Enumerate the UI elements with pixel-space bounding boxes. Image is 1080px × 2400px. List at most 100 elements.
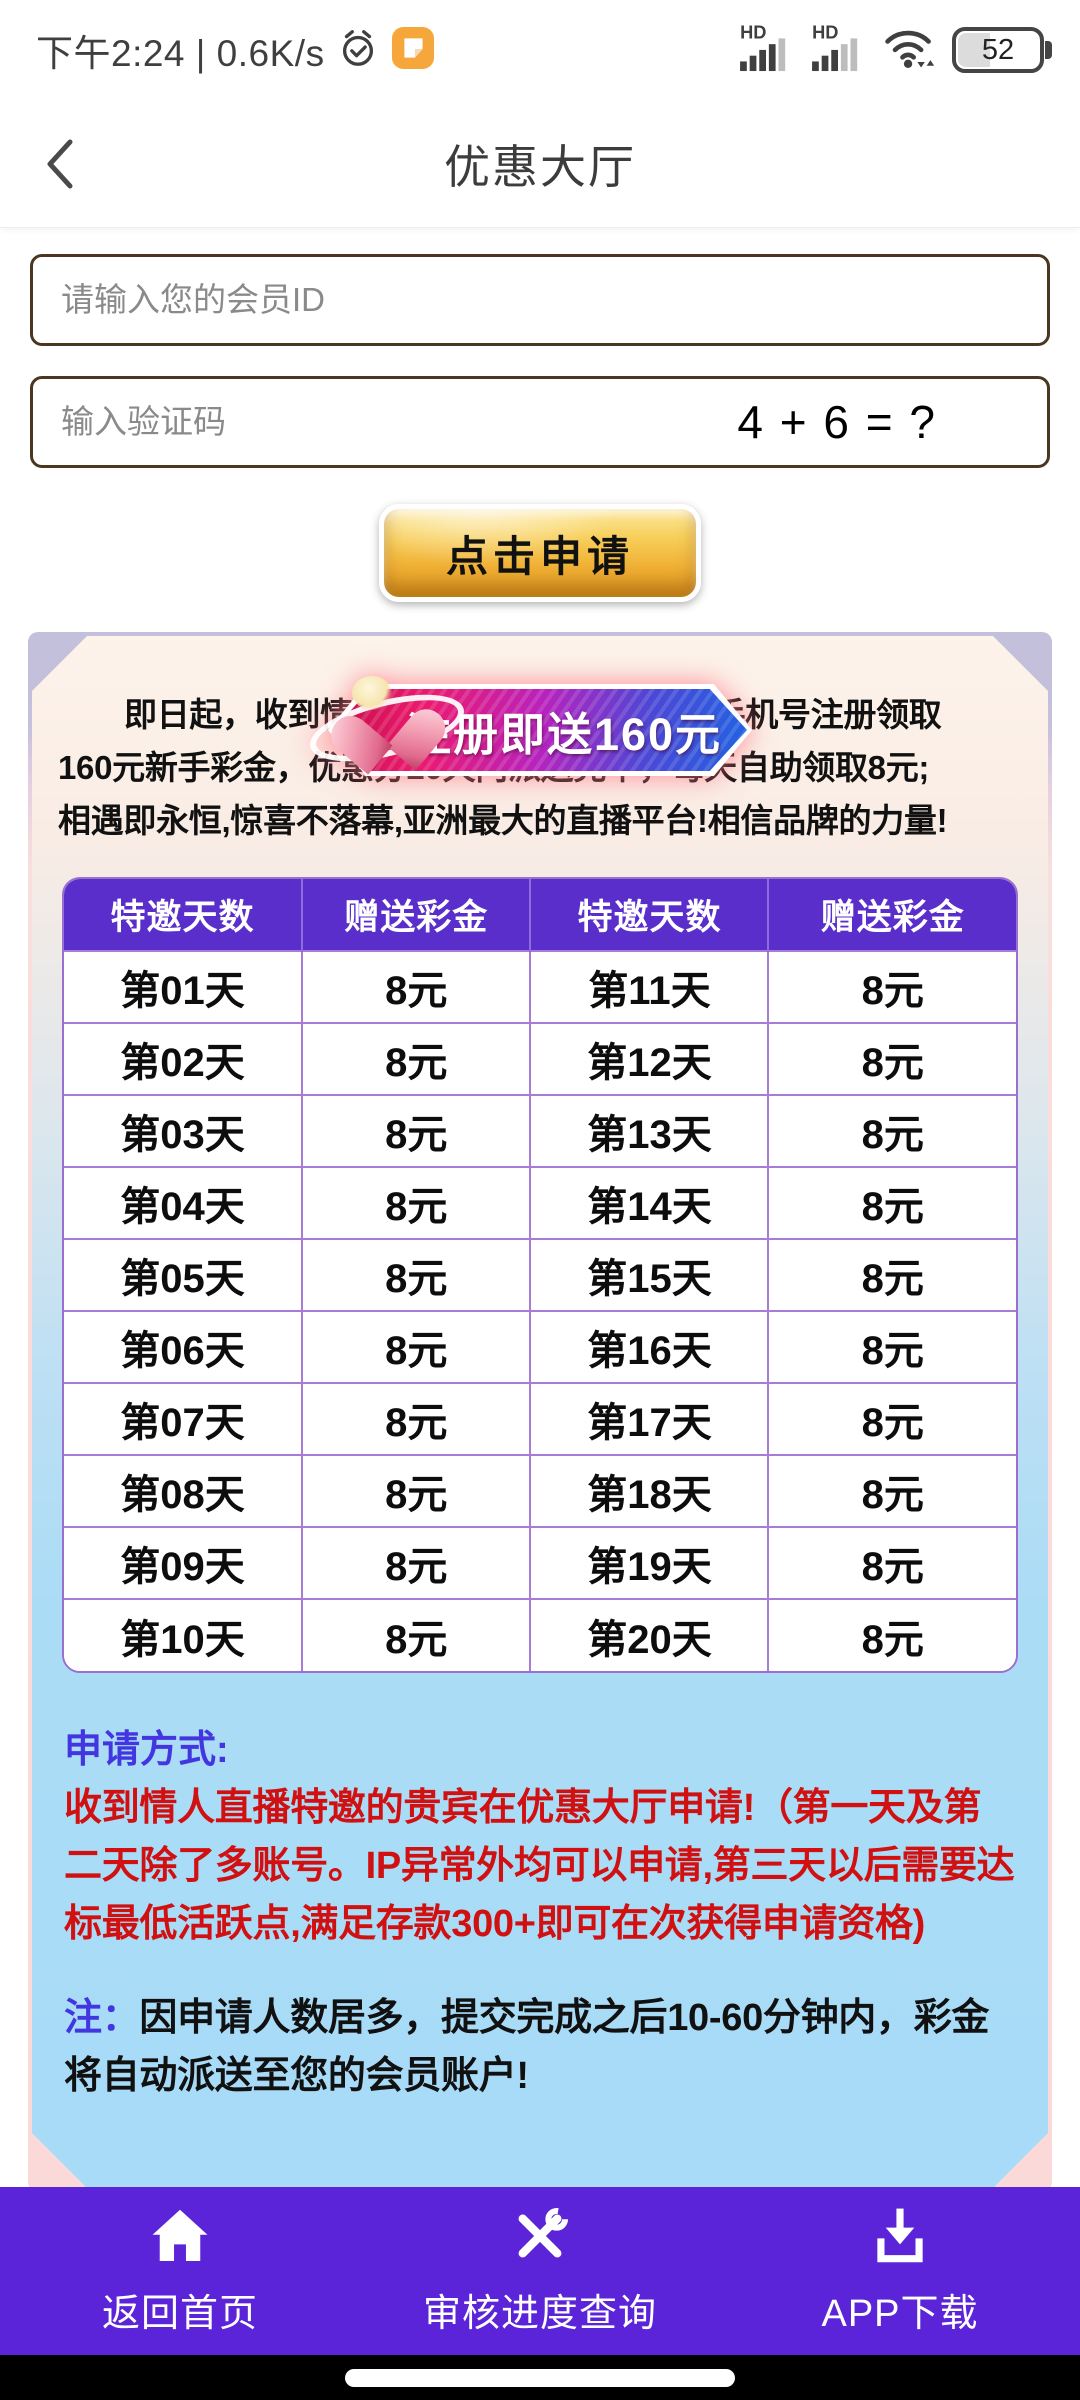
nav-item-home[interactable]: 返回首页 bbox=[0, 2187, 360, 2355]
member-id-input[interactable] bbox=[61, 281, 1019, 319]
bottom-nav: 返回首页 审核进度查询 APP下载 bbox=[0, 2187, 1080, 2355]
table-cell: 8元 bbox=[302, 1527, 530, 1599]
note-label: 注： bbox=[64, 1997, 140, 2039]
home-indicator[interactable] bbox=[345, 2369, 735, 2387]
table-row: 第02天 8元 第12天 8元 bbox=[64, 1023, 1016, 1095]
table-cell: 8元 bbox=[768, 1167, 1016, 1239]
table-cell: 第06天 bbox=[64, 1311, 302, 1383]
tools-icon bbox=[509, 2205, 571, 2272]
table-row: 第04天 8元 第14天 8元 bbox=[64, 1167, 1016, 1239]
apply-method-label: 申请方式: bbox=[64, 1729, 229, 1771]
nav-label: 审核进度查询 bbox=[422, 2293, 657, 2335]
table-row: 第05天 8元 第15天 8元 bbox=[64, 1239, 1016, 1311]
column-header: 特邀天数 bbox=[530, 879, 768, 951]
table-cell: 第15天 bbox=[530, 1239, 768, 1311]
svg-text:HD: HD bbox=[812, 24, 838, 42]
table-cell: 第04天 bbox=[64, 1167, 302, 1239]
nav-label: APP下载 bbox=[821, 2293, 979, 2335]
apply-form: 4 + 6 = ? 点击申请 bbox=[0, 228, 1080, 602]
message-note-icon bbox=[391, 26, 435, 75]
table-cell: 第14天 bbox=[530, 1167, 768, 1239]
back-button[interactable] bbox=[44, 136, 78, 192]
gesture-bar-area bbox=[0, 2355, 1080, 2400]
member-id-field-box bbox=[30, 254, 1050, 346]
wifi-icon bbox=[882, 24, 936, 77]
table-row: 第10天 8元 第20天 8元 bbox=[64, 1599, 1016, 1671]
table-cell: 8元 bbox=[302, 1311, 530, 1383]
table-cell: 8元 bbox=[768, 1455, 1016, 1527]
apply-method-section: 申请方式: 收到情人直播特邀的贵宾在优惠大厅申请!（第一天及第二天除了多账号。I… bbox=[64, 1721, 1016, 1953]
heart-highlight bbox=[352, 676, 392, 710]
chevron-left-icon bbox=[47, 139, 73, 188]
heart-ring-icon bbox=[303, 654, 472, 804]
nav-item-app-download[interactable]: APP下载 bbox=[720, 2187, 1080, 2355]
table-cell: 8元 bbox=[768, 1599, 1016, 1671]
banner-title: 注册即送160元 bbox=[405, 708, 723, 760]
note-text: 因申请人数居多，提交完成之后10-60分钟内，彩金将自动派送至您的会员账户! bbox=[64, 1997, 990, 2097]
captcha-question: 4 + 6 = ? bbox=[737, 396, 937, 448]
apply-button[interactable]: 点击申请 bbox=[379, 504, 701, 602]
table-cell: 8元 bbox=[302, 1239, 530, 1311]
download-icon bbox=[869, 2205, 931, 2272]
note-section: 注：因申请人数居多，提交完成之后10-60分钟内，彩金将自动派送至您的会员账户! bbox=[64, 1989, 1016, 2105]
table-cell: 第19天 bbox=[530, 1527, 768, 1599]
table-cell: 8元 bbox=[302, 1599, 530, 1671]
intro-line: 相遇即永恒,惊喜不落幕,亚洲最大的直播平台!相信品牌的力量! bbox=[58, 802, 948, 839]
nav-label: 返回首页 bbox=[101, 2293, 258, 2335]
battery-icon: 52 bbox=[952, 27, 1044, 73]
table-cell: 8元 bbox=[768, 1239, 1016, 1311]
table-cell: 8元 bbox=[302, 1455, 530, 1527]
svg-text:HD: HD bbox=[740, 24, 766, 42]
table-cell: 第17天 bbox=[530, 1383, 768, 1455]
bonus-table-body: 第01天 8元 第11天 8元 第02天 8元 第12天 8元 第03天 8元 第13天 8元 第04天… bbox=[64, 951, 1016, 1671]
status-time: 下午2:24 | 0.6K/s bbox=[36, 33, 325, 74]
table-cell: 8元 bbox=[768, 951, 1016, 1023]
table-cell: 第05天 bbox=[64, 1239, 302, 1311]
battery-percentage: 52 bbox=[981, 33, 1015, 66]
page-header: 优惠大厅 bbox=[0, 100, 1080, 228]
table-cell: 第07天 bbox=[64, 1383, 302, 1455]
promo-banner: 注册即送160元 bbox=[303, 676, 752, 776]
table-cell: 第20天 bbox=[530, 1599, 768, 1671]
table-row: 第08天 8元 第18天 8元 bbox=[64, 1455, 1016, 1527]
table-cell: 第03天 bbox=[64, 1095, 302, 1167]
signal-icon: HD bbox=[738, 21, 794, 77]
table-cell: 8元 bbox=[302, 1167, 530, 1239]
status-bar: 下午2:24 | 0.6K/s HD bbox=[0, 0, 1080, 100]
table-cell: 8元 bbox=[768, 1527, 1016, 1599]
column-header: 赠送彩金 bbox=[768, 879, 1016, 951]
table-cell: 第02天 bbox=[64, 1023, 302, 1095]
battery-fill bbox=[958, 33, 990, 67]
table-cell: 8元 bbox=[302, 1023, 530, 1095]
table-cell: 第16天 bbox=[530, 1311, 768, 1383]
table-cell: 8元 bbox=[768, 1383, 1016, 1455]
table-row: 第01天 8元 第11天 8元 bbox=[64, 951, 1016, 1023]
table-row: 第09天 8元 第19天 8元 bbox=[64, 1527, 1016, 1599]
captcha-input[interactable] bbox=[61, 403, 738, 441]
table-cell: 8元 bbox=[302, 1383, 530, 1455]
table-cell: 第09天 bbox=[64, 1527, 302, 1599]
table-cell: 8元 bbox=[302, 1095, 530, 1167]
signal-icon: HD bbox=[810, 21, 866, 77]
page-title: 优惠大厅 bbox=[444, 140, 636, 193]
promo-panel: 即日起，收到情人直播特邀的贵宾，可凭手机号注册领取 160元新手彩金，优惠分20… bbox=[32, 636, 1048, 2188]
table-cell: 8元 bbox=[768, 1311, 1016, 1383]
column-header: 特邀天数 bbox=[64, 879, 302, 951]
apply-method-text: 收到情人直播特邀的贵宾在优惠大厅申请!（第一天及第二天除了多账号。IP异常外均可… bbox=[64, 1787, 1015, 1945]
table-cell: 8元 bbox=[768, 1095, 1016, 1167]
promo-card: 注册即送160元 即日起，收到情人直播特邀的贵宾，可凭手机号注册领取 160元新… bbox=[28, 632, 1052, 2192]
captcha-field-box: 4 + 6 = ? bbox=[30, 376, 1050, 468]
nav-item-review-progress[interactable]: 审核进度查询 bbox=[360, 2187, 720, 2355]
column-header: 赠送彩金 bbox=[302, 879, 530, 951]
table-row: 第07天 8元 第17天 8元 bbox=[64, 1383, 1016, 1455]
table-cell: 8元 bbox=[302, 951, 530, 1023]
table-cell: 第10天 bbox=[64, 1599, 302, 1671]
table-cell: 第01天 bbox=[64, 951, 302, 1023]
table-cell: 第13天 bbox=[530, 1095, 768, 1167]
alarm-clock-icon bbox=[337, 26, 379, 75]
table-header-row: 特邀天数 赠送彩金 特邀天数 赠送彩金 bbox=[64, 879, 1016, 951]
table-cell: 第11天 bbox=[530, 951, 768, 1023]
bonus-table: 特邀天数 赠送彩金 特邀天数 赠送彩金 第01天 8元 第11天 8元 第02天 8元 第1… bbox=[62, 877, 1018, 1673]
table-cell: 8元 bbox=[768, 1023, 1016, 1095]
banner-ribbon: 注册即送160元 bbox=[333, 689, 747, 771]
